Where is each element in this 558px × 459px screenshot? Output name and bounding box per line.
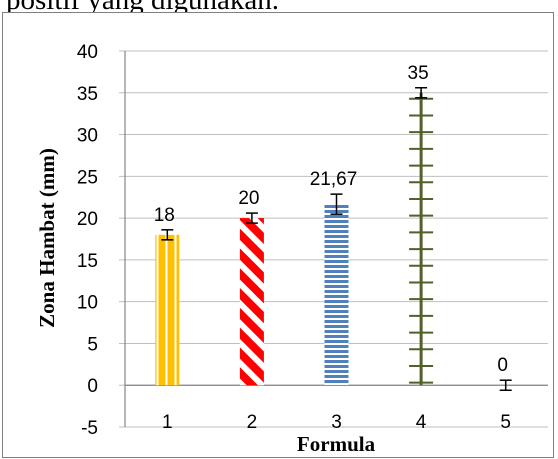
x-tick-label: 3 (331, 412, 342, 433)
data-label-4: 35 (408, 63, 429, 84)
y-tick-label: 0 (87, 376, 98, 397)
error-bar-3 (330, 193, 343, 215)
y-tick-label: 25 (77, 167, 98, 188)
data-label-2: 20 (238, 188, 259, 209)
y-tick-label: 10 (77, 293, 98, 314)
y-tick-label: 20 (77, 209, 98, 230)
error-bar-1 (161, 229, 174, 241)
y-tick-label: 35 (77, 84, 98, 105)
error-bar-4 (415, 87, 428, 99)
error-bar-2 (245, 212, 258, 224)
x-tick-label: 4 (416, 412, 427, 433)
error-bar-5 (499, 379, 512, 391)
data-label-5: 0 (497, 355, 508, 376)
data-label-1: 18 (154, 205, 175, 226)
y-tick-label: 40 (77, 42, 98, 63)
error-bars (161, 87, 512, 391)
data-labels: 18 20 21,67 35 0 (154, 63, 508, 376)
bar-4 (409, 92, 434, 386)
chart-frame (2, 12, 554, 458)
data-label-3: 21,67 (310, 169, 358, 190)
y-tick-label: 5 (87, 334, 98, 355)
y-tick-label: -5 (81, 418, 98, 439)
axis-ticks: -5 0 5 10 15 20 25 30 35 40 1 2 3 4 5 (77, 42, 511, 439)
x-tick-label: 1 (162, 412, 173, 433)
y-tick-label: 30 (77, 126, 98, 147)
x-tick-label: 2 (247, 412, 258, 433)
bar-2 (239, 218, 264, 386)
y-tick-label: 15 (77, 251, 98, 272)
x-axis-title: Formula (297, 432, 376, 456)
bar-1 (155, 234, 180, 386)
y-axis-title: Zona Hambat (mm) (35, 148, 59, 328)
bar-3 (324, 204, 349, 386)
bars (155, 92, 434, 386)
x-tick-label: 5 (500, 412, 511, 433)
